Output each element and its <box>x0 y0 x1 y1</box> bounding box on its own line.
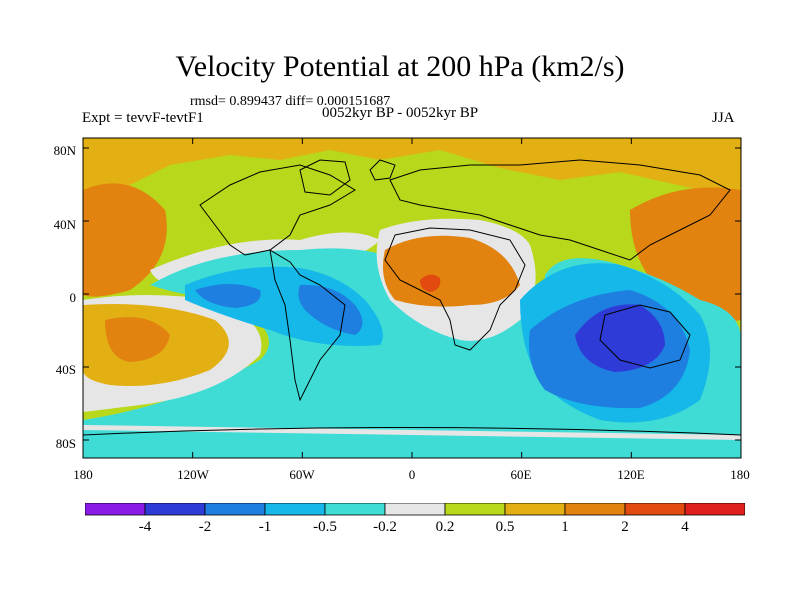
colorbar-swatch <box>85 503 146 516</box>
contour-region <box>575 304 665 372</box>
colorbar-swatch <box>504 503 566 516</box>
colorbar-swatch <box>204 503 266 516</box>
plot-title: Velocity Potential at 200 hPa (km2/s) <box>175 50 625 83</box>
colorbar-label: 1 <box>561 519 569 535</box>
coastlines <box>83 159 741 436</box>
lon-label: 0 <box>408 467 416 482</box>
colorbar-label: 0.2 <box>435 519 455 535</box>
contour-field <box>83 138 741 458</box>
colorbar-swatch <box>444 503 506 516</box>
colorbar-label: 0.5 <box>495 519 515 535</box>
lat-label: 40S <box>55 362 76 377</box>
contour-region <box>83 183 167 297</box>
season-label: JJA <box>712 110 735 126</box>
lat-label: 40N <box>53 217 76 232</box>
stats-label: rmsd= 0.899437 diff= 0.000151687 <box>190 94 391 109</box>
lon-label: 120E <box>617 467 645 482</box>
lon-label: 120W <box>177 467 209 482</box>
colorbar-swatch <box>684 503 745 516</box>
contour-region <box>83 138 741 210</box>
contour-region <box>630 187 741 322</box>
colorbar-swatch <box>624 503 686 516</box>
colorbar-label: -4 <box>138 519 152 535</box>
colorbar-label: -1 <box>258 519 272 535</box>
colorbar <box>85 503 745 516</box>
lon-label: 180 <box>73 467 93 482</box>
lat-label: 0 <box>69 290 77 305</box>
colorbar-label: 2 <box>621 519 629 535</box>
lon-label: 60E <box>510 467 532 482</box>
colorbar-swatch <box>264 503 326 516</box>
colorbar-label: -0.2 <box>373 519 397 535</box>
colorbar-swatch <box>384 503 446 516</box>
contour-region <box>298 284 363 335</box>
colorbar-label: 4 <box>681 519 689 535</box>
lat-label: 80N <box>53 143 76 158</box>
colorbar-label: -0.5 <box>313 519 337 535</box>
contour-region <box>420 274 441 292</box>
lon-label: 60W <box>289 467 315 482</box>
contour-region <box>83 430 741 458</box>
contour-region <box>105 317 170 362</box>
contour-region <box>195 284 261 308</box>
axis-ticks <box>82 138 742 458</box>
experiment-label: Expt = tevvF-tevtF1 <box>82 110 204 126</box>
period-label: 0052kyr BP - 0052kyr BP <box>322 105 479 121</box>
colorbar-swatch <box>324 503 386 516</box>
lon-label: 180 <box>730 467 750 482</box>
colorbar-swatch <box>564 503 626 516</box>
colorbar-swatch <box>144 503 206 516</box>
colorbar-label: -2 <box>198 519 212 535</box>
lat-label: 80S <box>55 436 76 451</box>
